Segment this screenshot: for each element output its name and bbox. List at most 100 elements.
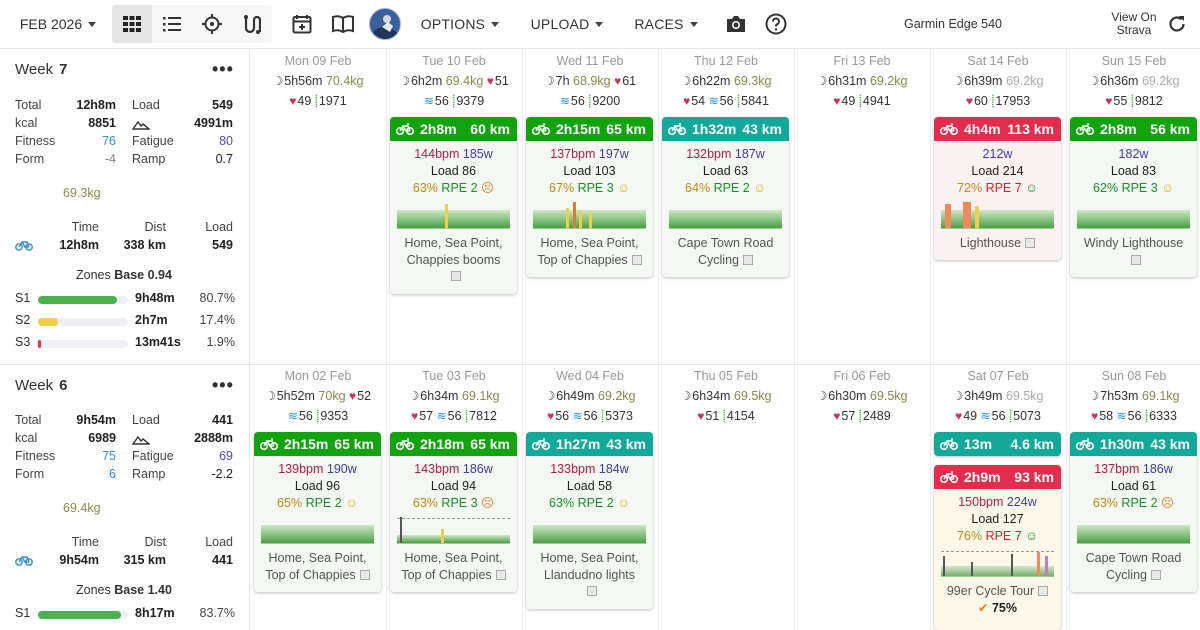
neutral-face-icon: ☺ bbox=[1161, 181, 1174, 195]
fitness-value: 75 bbox=[102, 449, 116, 463]
activity-card[interactable]: 2h18m 65 km 143bpm 186w Load 94 63% RPE 3… bbox=[390, 432, 517, 592]
activity-card[interactable]: 4h4m 113 km 212w Load 214 72% RPE 7 ☺ Lig… bbox=[934, 117, 1061, 260]
fitness-label: Fitness bbox=[15, 134, 56, 148]
moon-icon: ☽ bbox=[399, 74, 410, 88]
month-selector[interactable]: FEB 2026 bbox=[10, 0, 106, 48]
races-menu[interactable]: RACES bbox=[626, 0, 706, 48]
load-line: Load 103 bbox=[563, 164, 616, 178]
activity-duration: 1h32m bbox=[692, 121, 737, 137]
sport-time: 12h8m bbox=[59, 238, 99, 252]
view-on-strava-link[interactable]: View On Strava bbox=[1104, 0, 1164, 48]
rpe-line: 63% RPE 2 ☹ bbox=[412, 181, 495, 195]
profile-avatar[interactable] bbox=[368, 0, 402, 48]
journal-button[interactable] bbox=[326, 0, 360, 48]
day-date: Fri 13 Feb bbox=[833, 54, 891, 68]
activity-card[interactable]: 2h8m 60 km 144bpm 185w Load 86 63% RPE 2 … bbox=[390, 117, 517, 294]
fitness-label: Fitness bbox=[15, 449, 56, 463]
metrics-line: ☽5h52m 70kg ♥52 bbox=[264, 389, 372, 403]
activity-card[interactable]: 2h9m 93 km 150bpm 224w Load 127 76% RPE 7… bbox=[934, 465, 1061, 630]
metrics-line: ☽6h31m 69.2kg bbox=[816, 74, 908, 88]
activity-mini-chart bbox=[533, 202, 646, 229]
load-label: Load bbox=[132, 98, 160, 112]
load-line: Load 63 bbox=[702, 164, 749, 178]
check-badge-icon: ✔ bbox=[978, 600, 989, 615]
list-icon bbox=[163, 17, 181, 32]
rpe-line: 64% RPE 2 ☺ bbox=[685, 181, 766, 195]
steps-icon: ⸽ bbox=[465, 409, 469, 423]
steps-icon: ⸽ bbox=[452, 94, 456, 108]
zone-label: S1 bbox=[15, 291, 31, 305]
activity-duration: 2h8m bbox=[1100, 121, 1137, 137]
activity-header: 13m 4.6 km bbox=[934, 432, 1061, 456]
zones-title: Zones Base 1.40 bbox=[76, 583, 172, 597]
activity-location: Cape Town Road Cycling bbox=[1085, 551, 1182, 582]
dist-header: Dist bbox=[144, 220, 166, 234]
ramp-label: Ramp bbox=[132, 467, 166, 481]
metrics-line: ♥49 ⸽1971 bbox=[289, 94, 347, 108]
metrics-line: ♥55 ⸽9812 bbox=[1105, 94, 1163, 108]
metrics-line: ♥56 ≋56 ⸽5373 bbox=[547, 409, 633, 423]
activity-location: Home, Sea Point, Llandudno lights bbox=[526, 546, 653, 600]
add-event-button[interactable] bbox=[286, 0, 318, 48]
load-value: 549 bbox=[212, 98, 233, 112]
dist-header: Dist bbox=[144, 535, 166, 549]
activity-distance: 113 km bbox=[1007, 121, 1054, 137]
moon-icon: ☽ bbox=[816, 389, 828, 403]
activity-header: 1h27m 43 km bbox=[526, 432, 653, 456]
activity-card[interactable]: 2h15m 65 km 137bpm 197w Load 103 67% RPE … bbox=[526, 117, 653, 277]
day-date: Fri 06 Feb bbox=[833, 369, 891, 383]
hr-power-line: 144bpm 185w bbox=[414, 147, 493, 161]
moon-icon: ☽ bbox=[1088, 389, 1100, 403]
zone-bar-fill bbox=[38, 611, 121, 619]
activity-header: 1h30m 43 km bbox=[1070, 432, 1197, 456]
device-name[interactable]: Garmin Edge 540 bbox=[904, 17, 1002, 31]
map-icon bbox=[586, 586, 597, 596]
activity-card[interactable]: 1h30m 43 km 137bpm 186w Load 61 63% RPE 2… bbox=[1070, 432, 1197, 592]
target-view-button[interactable] bbox=[192, 0, 232, 48]
heart-icon: ♥ bbox=[547, 409, 555, 423]
column-divider bbox=[522, 49, 523, 630]
rpe-line: 76% RPE 7 ☺ bbox=[957, 529, 1038, 543]
map-icon bbox=[743, 254, 753, 265]
metrics-line: ☽6h39m 69.2kg bbox=[952, 74, 1044, 88]
form-label: Form bbox=[15, 152, 45, 166]
upload-menu[interactable]: UPLOAD bbox=[522, 0, 612, 48]
load-line: Load 94 bbox=[430, 479, 477, 493]
day-date: Tue 10 Feb bbox=[422, 54, 486, 68]
activity-location: Home, Sea Point, Chappies booms bbox=[390, 231, 517, 285]
chevron-down-icon bbox=[595, 21, 604, 27]
moon-icon: ☽ bbox=[816, 74, 828, 88]
screenshot-button[interactable] bbox=[720, 0, 752, 48]
activity-card[interactable]: 2h8m 56 km 182w Load 83 62% RPE 3 ☺ Windy… bbox=[1070, 117, 1197, 277]
sport-dist: 315 km bbox=[123, 553, 166, 567]
column-divider bbox=[658, 49, 659, 630]
day-date: Wed 04 Feb bbox=[556, 369, 624, 383]
moon-icon: ☽ bbox=[408, 389, 420, 403]
help-button[interactable] bbox=[760, 0, 792, 48]
kcal-value: 8851 bbox=[88, 116, 116, 130]
week-title: Week 6 bbox=[15, 377, 68, 394]
activity-mini-chart bbox=[397, 517, 510, 544]
activity-card[interactable]: 13m 4.6 km bbox=[934, 432, 1061, 456]
grid-view-button[interactable] bbox=[112, 5, 152, 43]
day-date: Mon 09 Feb bbox=[284, 54, 352, 68]
moon-icon: ☽ bbox=[272, 74, 284, 88]
total-value: 9h54m bbox=[76, 413, 116, 427]
route-view-button[interactable] bbox=[232, 0, 272, 48]
day-date: Sat 07 Feb bbox=[967, 369, 1029, 383]
rpe-line: 63% RPE 3 ☹ bbox=[412, 496, 495, 510]
week-summary-7: Week 7 ••• Total 12h8m Load 549 kcal 8851… bbox=[0, 49, 250, 364]
refresh-button[interactable] bbox=[1164, 0, 1190, 48]
options-menu[interactable]: OPTIONS bbox=[412, 0, 508, 48]
activity-card[interactable]: 2h15m 65 km 139bpm 190w Load 96 65% RPE 2… bbox=[254, 432, 381, 592]
list-view-button[interactable] bbox=[152, 0, 192, 48]
activity-card[interactable]: 1h27m 43 km 133bpm 184w Load 58 63% RPE 2… bbox=[526, 432, 653, 609]
more-icon[interactable]: ••• bbox=[212, 59, 234, 79]
more-icon[interactable]: ••• bbox=[212, 375, 234, 395]
heart-icon: ♥ bbox=[411, 409, 419, 423]
zone-percent: 80.7% bbox=[199, 291, 235, 305]
metrics-line: ♥57 ≋56 ⸽7812 bbox=[411, 409, 497, 423]
moon-icon: ☽ bbox=[952, 389, 964, 403]
activity-card[interactable]: 1h32m 43 km 132bpm 187w Load 63 64% RPE 2… bbox=[662, 117, 789, 277]
form-label: Form bbox=[15, 467, 45, 481]
